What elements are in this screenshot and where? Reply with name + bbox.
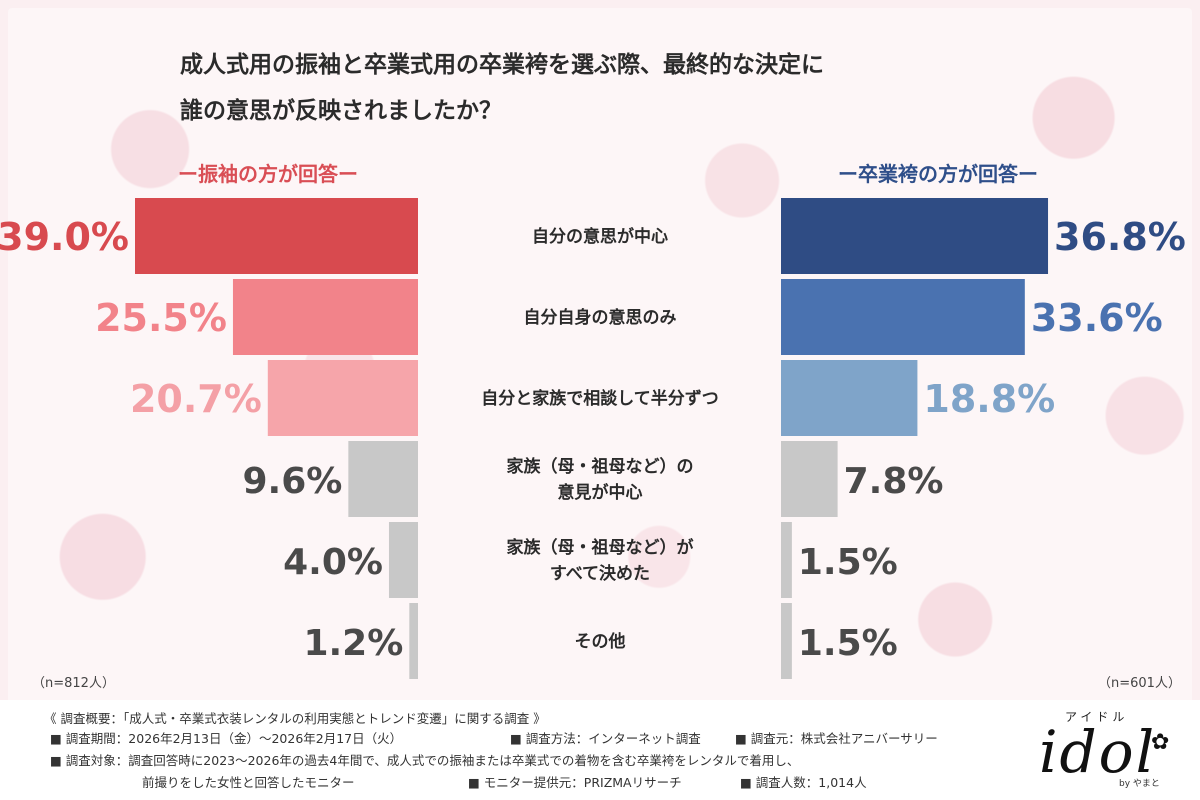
right-value-label-2: 18.8% [923, 377, 1055, 421]
survey-target-line1: ■ 調査対象：調査回答時に2023〜2026年の過去4年間で、成人式での振袖また… [50, 753, 800, 768]
survey-count: ■ 調査人数：1,014人 [740, 775, 867, 790]
right-bar-5 [781, 603, 792, 679]
right-bar-1 [781, 279, 1025, 355]
survey-method: ■ 調査方法：インターネット調査 [510, 731, 701, 746]
survey-period: ■ 調査期間：2026年2月13日（金）〜2026年2月17日（火） [50, 731, 403, 746]
chart-title: 成人式用の振袖と卒業式用の卒業袴を選ぶ際、最終的な決定に 誰の意思が反映されまし… [180, 52, 824, 124]
survey-footer: 《 調査概要：「成人式・卒業式衣装レンタルの利用実態とトレンド変遷」に関する調査… [0, 700, 1200, 800]
survey-provider: ■ モニター提供元：PRIZMAリサーチ [468, 775, 682, 790]
butterfly-bar-chart: 39.0% 36.8% 自分の意思が中心 25.5% 33.6% 自分自身の意思のみ 20.… [0, 198, 1186, 679]
logo-wordmark: idol [1039, 718, 1157, 786]
logo-byline: by やまと [1119, 779, 1160, 789]
left-bar-1 [232, 279, 418, 355]
right-bar-4 [781, 522, 792, 598]
left-value-label-5: 1.2% [303, 623, 403, 664]
right-value-label-4: 1.5% [798, 542, 898, 583]
chart-frame [8, 8, 1192, 792]
category-label-2: 自分と家族で相談して半分ずつ [481, 388, 719, 409]
left-bar-0 [135, 198, 418, 274]
right-sample-size: （n=601人） [1098, 676, 1181, 691]
left-sample-size: （n=812人） [32, 676, 115, 691]
category-label-0: 自分の意思が中心 [532, 226, 668, 247]
left-value-label-1: 25.5% [95, 296, 227, 340]
left-value-label-4: 4.0% [283, 542, 383, 583]
left-bar-5 [409, 603, 418, 679]
left-bar-2 [267, 360, 418, 436]
right-value-label-3: 7.8% [844, 461, 944, 502]
right-series-header: ー卒業袴の方が回答ー [838, 162, 1038, 186]
survey-target-line2: 前撮りをした女性と回答したモニター [142, 775, 355, 790]
survey-title-line: 《 調査概要：「成人式・卒業式衣装レンタルの利用実態とトレンド変遷」に関する調査… [44, 711, 546, 726]
category-label-4: 家族（母・祖母など）がすべて決めた [507, 537, 694, 584]
left-series-header: ー振袖の方が回答ー [178, 162, 358, 186]
right-value-label-0: 36.8% [1054, 215, 1186, 259]
left-value-label-0: 39.0% [0, 215, 129, 259]
survey-source: ■ 調査元：株式会社アニバーサリー [735, 731, 938, 746]
right-value-label-1: 33.6% [1031, 296, 1163, 340]
category-label-5: その他 [575, 631, 626, 652]
category-label-3: 家族（母・祖母など）の意見が中心 [507, 456, 694, 503]
idol-logo: アイドル idol ✿ by やまと [1025, 706, 1175, 794]
left-bar-3 [348, 441, 418, 517]
left-value-label-3: 9.6% [242, 461, 342, 502]
left-bar-4 [388, 522, 418, 598]
right-bar-2 [781, 360, 918, 436]
sakura-icon: ✿ [1151, 730, 1170, 755]
right-value-label-5: 1.5% [798, 623, 898, 664]
logo-kana: アイドル [1065, 710, 1129, 724]
left-value-label-2: 20.7% [130, 377, 262, 421]
right-bar-0 [781, 198, 1049, 274]
category-label-1: 自分自身の意思のみ [524, 307, 677, 328]
right-bar-3 [781, 441, 838, 517]
